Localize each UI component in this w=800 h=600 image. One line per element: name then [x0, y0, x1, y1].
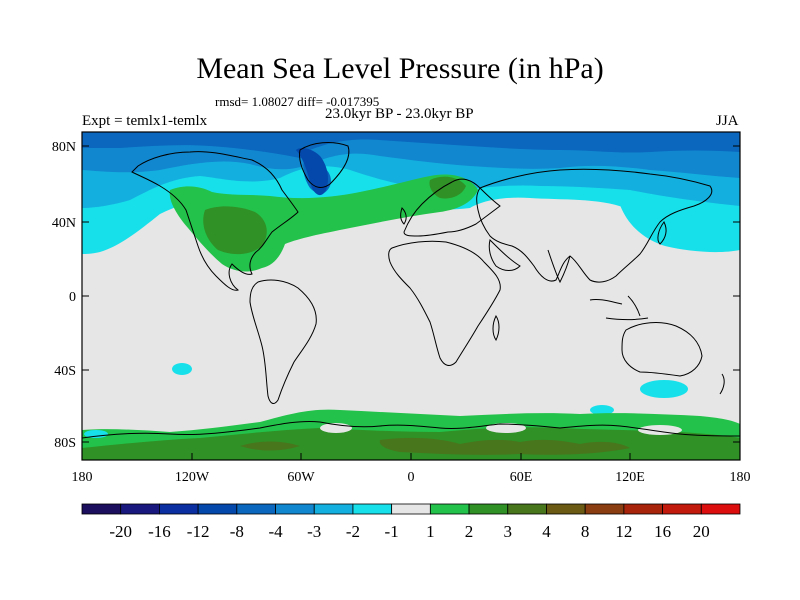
y-tick-label: 80N: [52, 140, 76, 155]
colorbar-label: 4: [542, 522, 551, 541]
colorbar-label: 3: [504, 522, 513, 541]
colorbar-swatch: [546, 503, 586, 515]
x-tick-label: 120W: [175, 470, 210, 485]
greenland-low-core: [296, 148, 328, 196]
period-label: 23.0kyr BP - 23.0kyr BP: [325, 106, 474, 122]
pacific-cyan-patch: [620, 203, 740, 253]
x-tick-label: 60W: [287, 470, 315, 485]
south-america-coast: [249, 279, 317, 404]
indonesia-coast: [589, 295, 649, 320]
uk-coast: [400, 207, 407, 225]
colorbar-swatch: [468, 503, 509, 515]
europe-coast: [403, 178, 501, 237]
australia-coast: [621, 322, 703, 377]
x-tick-labels: 180 120W 60W 0 60E 120E 180: [72, 470, 751, 485]
x-tick-label: 0: [408, 470, 415, 485]
pressure-field: [82, 132, 740, 460]
antarctic-west-olive: [240, 441, 300, 451]
colorbar-swatch: [507, 503, 547, 515]
arabia-coast: [488, 239, 521, 271]
antarctic-neutral-hole-2: [486, 423, 526, 433]
y-tick-label: 0: [69, 290, 76, 305]
colorbar-swatch: [429, 503, 470, 515]
stats-label: rmsd= 1.08027 diff= -0.017395: [215, 94, 380, 109]
colorbar-swatch: [352, 503, 393, 515]
colorbar-label: 1: [426, 522, 435, 541]
madagascar-coast: [492, 315, 500, 341]
southern-ocean-cyan-patch: [590, 405, 614, 415]
asia-coast: [476, 168, 713, 283]
colorbar-swatch: [700, 503, 741, 515]
india-coast: [547, 249, 571, 284]
colorbar-swatch: [120, 503, 160, 515]
colorbar-swatch: [197, 503, 238, 515]
colorbar-label: 8: [581, 522, 590, 541]
colorbar-label: -8: [230, 522, 244, 541]
north-america-high-core: [203, 206, 267, 255]
colorbar-swatch: [275, 503, 315, 515]
y-tick-label: 80S: [54, 436, 76, 451]
colorbar-label: 16: [654, 522, 671, 541]
colorbar-label: -4: [268, 522, 283, 541]
colorbar-label: -20: [109, 522, 132, 541]
season-label: JJA: [716, 113, 739, 129]
colorbar-swatch: [313, 503, 354, 515]
colorbar-label: -2: [346, 522, 360, 541]
new-zealand-coast: [719, 373, 725, 395]
axis-ticks: [81, 145, 741, 460]
antarctic-olive-core: [379, 437, 630, 455]
colorbar-swatch: [81, 503, 122, 515]
x-tick-label: 120E: [615, 470, 645, 485]
colorbar-label: 2: [465, 522, 474, 541]
colorbar-label: 20: [693, 522, 710, 541]
x-tick-label: 60E: [510, 470, 533, 485]
colorbar-swatch: [391, 503, 431, 515]
y-tick-label: 40N: [52, 216, 76, 231]
colorbar-label: -3: [307, 522, 321, 541]
y-tick-label: 40S: [54, 364, 76, 379]
north-america-coast: [131, 151, 299, 291]
colorbar-swatch: [623, 503, 663, 515]
colorbar-label: -16: [148, 522, 171, 541]
plot-title: Mean Sea Level Pressure (in hPa): [196, 52, 604, 85]
north-deepblue-core: [82, 132, 740, 194]
south-indian-cyan-patch: [640, 380, 688, 398]
experiment-label: Expt = temlx1-temlx: [82, 113, 208, 129]
africa-coast: [388, 240, 501, 366]
x-tick-label: 180: [730, 470, 751, 485]
colorbar-label: 12: [615, 522, 632, 541]
scandinavia-high-core: [429, 176, 466, 199]
greenland-coast: [299, 142, 350, 188]
colorbar-swatch: [159, 503, 199, 515]
y-tick-labels: 80N 40N 0 40S 80S: [52, 140, 76, 451]
south-pacific-cyan-patch: [172, 363, 192, 375]
colorbar-labels: -20 -16 -12 -8 -4 -3 -2 -1 1 2 3 4 8 12 16 20: [109, 522, 709, 541]
colorbar-label: -12: [187, 522, 210, 541]
antarctica-coast: [82, 421, 740, 439]
colorbar: [81, 503, 741, 515]
x-tick-label: 180: [72, 470, 93, 485]
japan-coast: [657, 221, 667, 245]
colorbar-swatch: [584, 503, 625, 515]
colorbar-swatch: [662, 503, 702, 515]
colorbar-swatch: [236, 503, 276, 515]
colorbar-label: -1: [385, 522, 399, 541]
coastlines: [82, 142, 740, 439]
